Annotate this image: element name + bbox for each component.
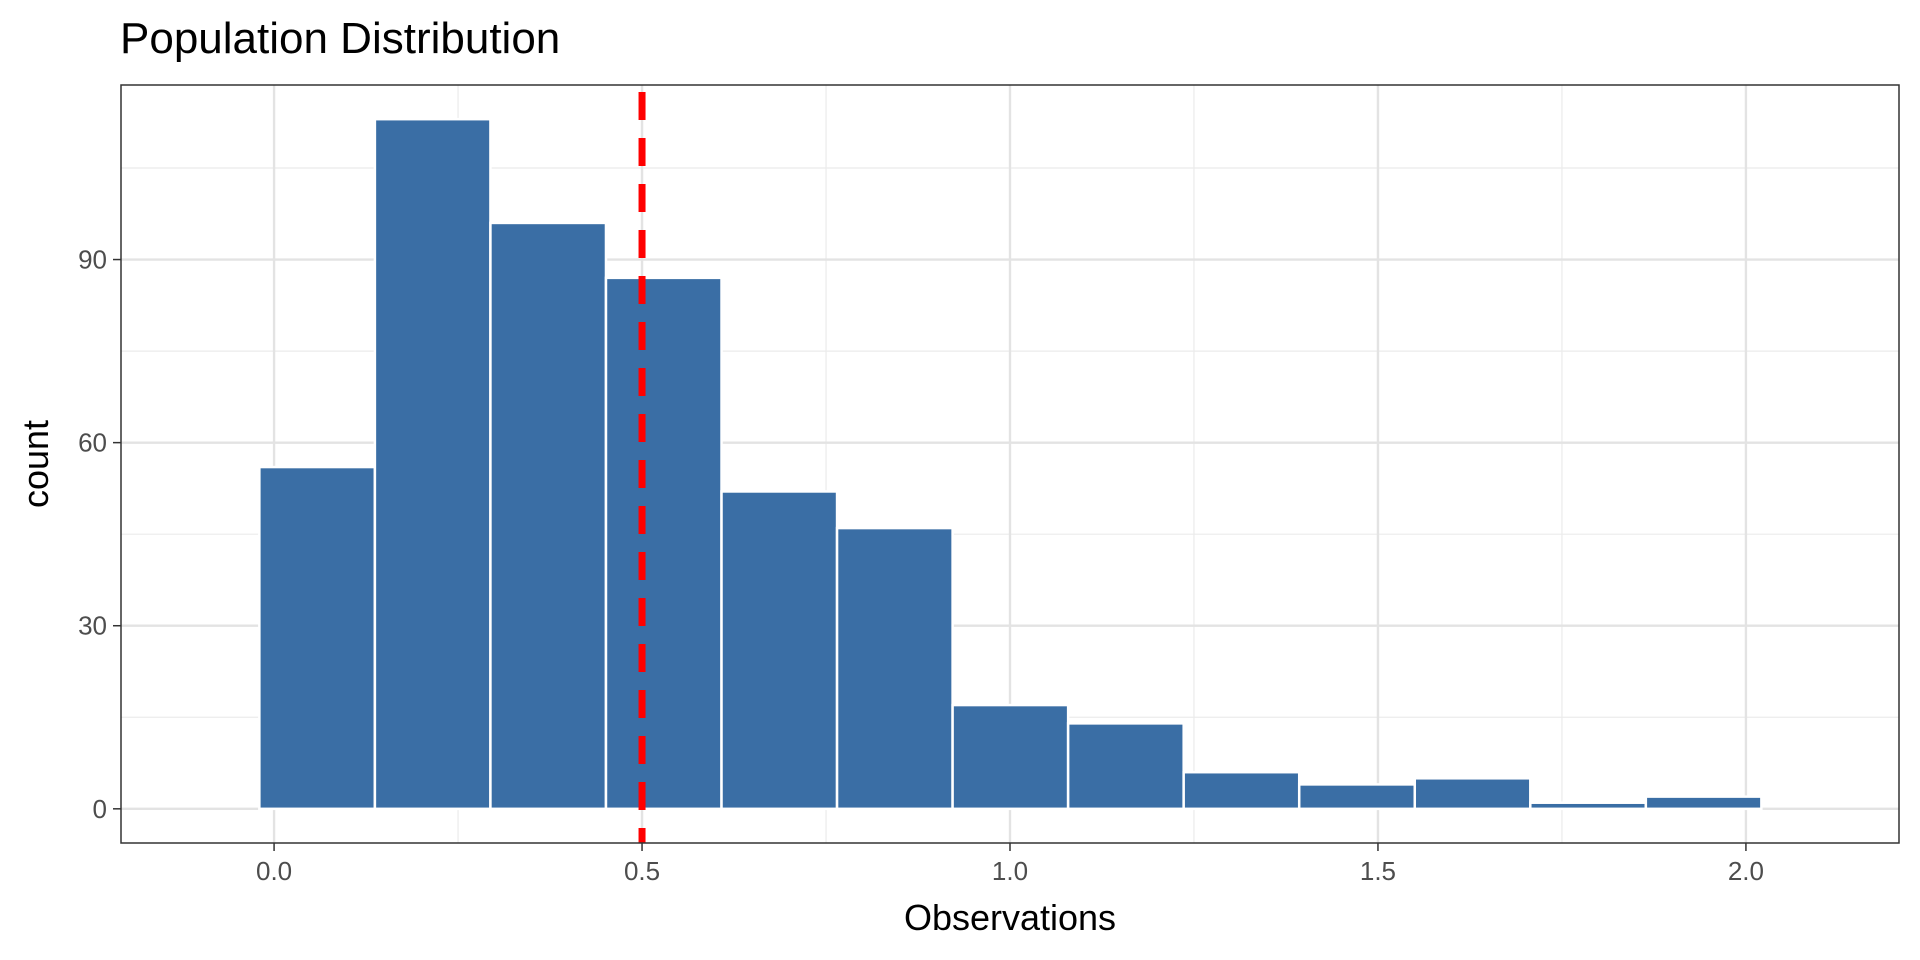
histogram-bar-5 <box>720 490 839 811</box>
chart-title: Population Distribution <box>120 14 560 63</box>
x-tick-label: 0.5 <box>624 856 660 886</box>
histogram-bar-6 <box>835 526 954 811</box>
x-axis-title: Observations <box>904 897 1116 938</box>
histogram-bar-8 <box>1066 722 1185 811</box>
x-tick-label: 1.0 <box>992 856 1028 886</box>
x-tick-label: 1.5 <box>1360 856 1396 886</box>
y-tick-label: 0 <box>93 794 107 824</box>
histogram-bar-9 <box>1182 770 1301 811</box>
y-tick-label: 30 <box>78 611 107 641</box>
x-tick-label: 2.0 <box>1728 856 1764 886</box>
histogram-bar-4 <box>604 276 723 811</box>
histogram-bar-7 <box>951 703 1070 811</box>
histogram-bar-11 <box>1413 777 1532 811</box>
histogram-bar-12 <box>1529 801 1648 811</box>
histogram-bar-10 <box>1297 783 1417 811</box>
histogram-bar-13 <box>1644 795 1763 811</box>
histogram-bar-2 <box>373 117 492 811</box>
y-tick-label: 60 <box>78 428 107 458</box>
y-tick-label: 90 <box>78 245 107 275</box>
axis-ticks: 0.0 0.5 1.0 1.5 2.0 0 30 60 90 <box>78 245 1764 886</box>
histogram-bars <box>258 117 1763 811</box>
histogram-bar-3 <box>489 221 608 811</box>
x-tick-label: 0.0 <box>256 856 292 886</box>
histogram-bar-1 <box>258 465 377 811</box>
y-axis-title: count <box>15 420 56 508</box>
